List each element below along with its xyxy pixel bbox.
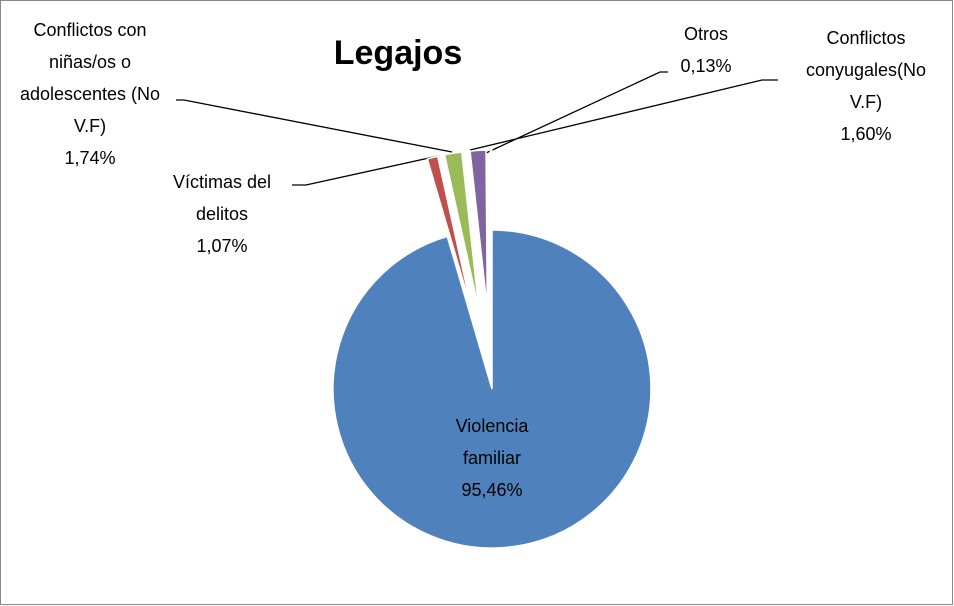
pie-slice [489, 149, 493, 310]
slice-label: Conflictos conyugales(No V.F) 1,60% [801, 22, 931, 150]
pie-slice [469, 149, 489, 310]
chart-title: Legajos [333, 34, 463, 72]
slice-name: Víctimas del delitos [172, 172, 272, 224]
slice-name: Violencia familiar [455, 416, 529, 468]
leader-line [292, 155, 439, 186]
slice-name: Conflictos con niñas/os o adolescentes (… [19, 20, 161, 136]
slice-value: 0,13% [680, 56, 732, 76]
pie-slice [443, 151, 480, 311]
pie-slice [426, 155, 473, 312]
leader-line [176, 99, 453, 153]
leader-line [469, 79, 778, 151]
slice-label: Violencia familiar 95,46% [437, 410, 547, 506]
slice-label: Otros 0,13% [666, 18, 746, 82]
slice-value: 1,60% [840, 124, 892, 144]
slice-value: 1,07% [196, 236, 248, 256]
pie-slice [332, 229, 652, 549]
slice-name: Conflictos conyugales(No V.F) [805, 28, 927, 112]
leader-lines [176, 71, 778, 186]
slice-label: Víctimas del delitos 1,07% [157, 166, 287, 262]
slice-name: Otros [683, 24, 728, 44]
slice-label: Conflictos con niñas/os o adolescentes (… [5, 14, 175, 174]
slice-value: 1,74% [64, 148, 116, 168]
leader-line [485, 71, 668, 154]
slice-value: 95,46% [461, 480, 523, 500]
